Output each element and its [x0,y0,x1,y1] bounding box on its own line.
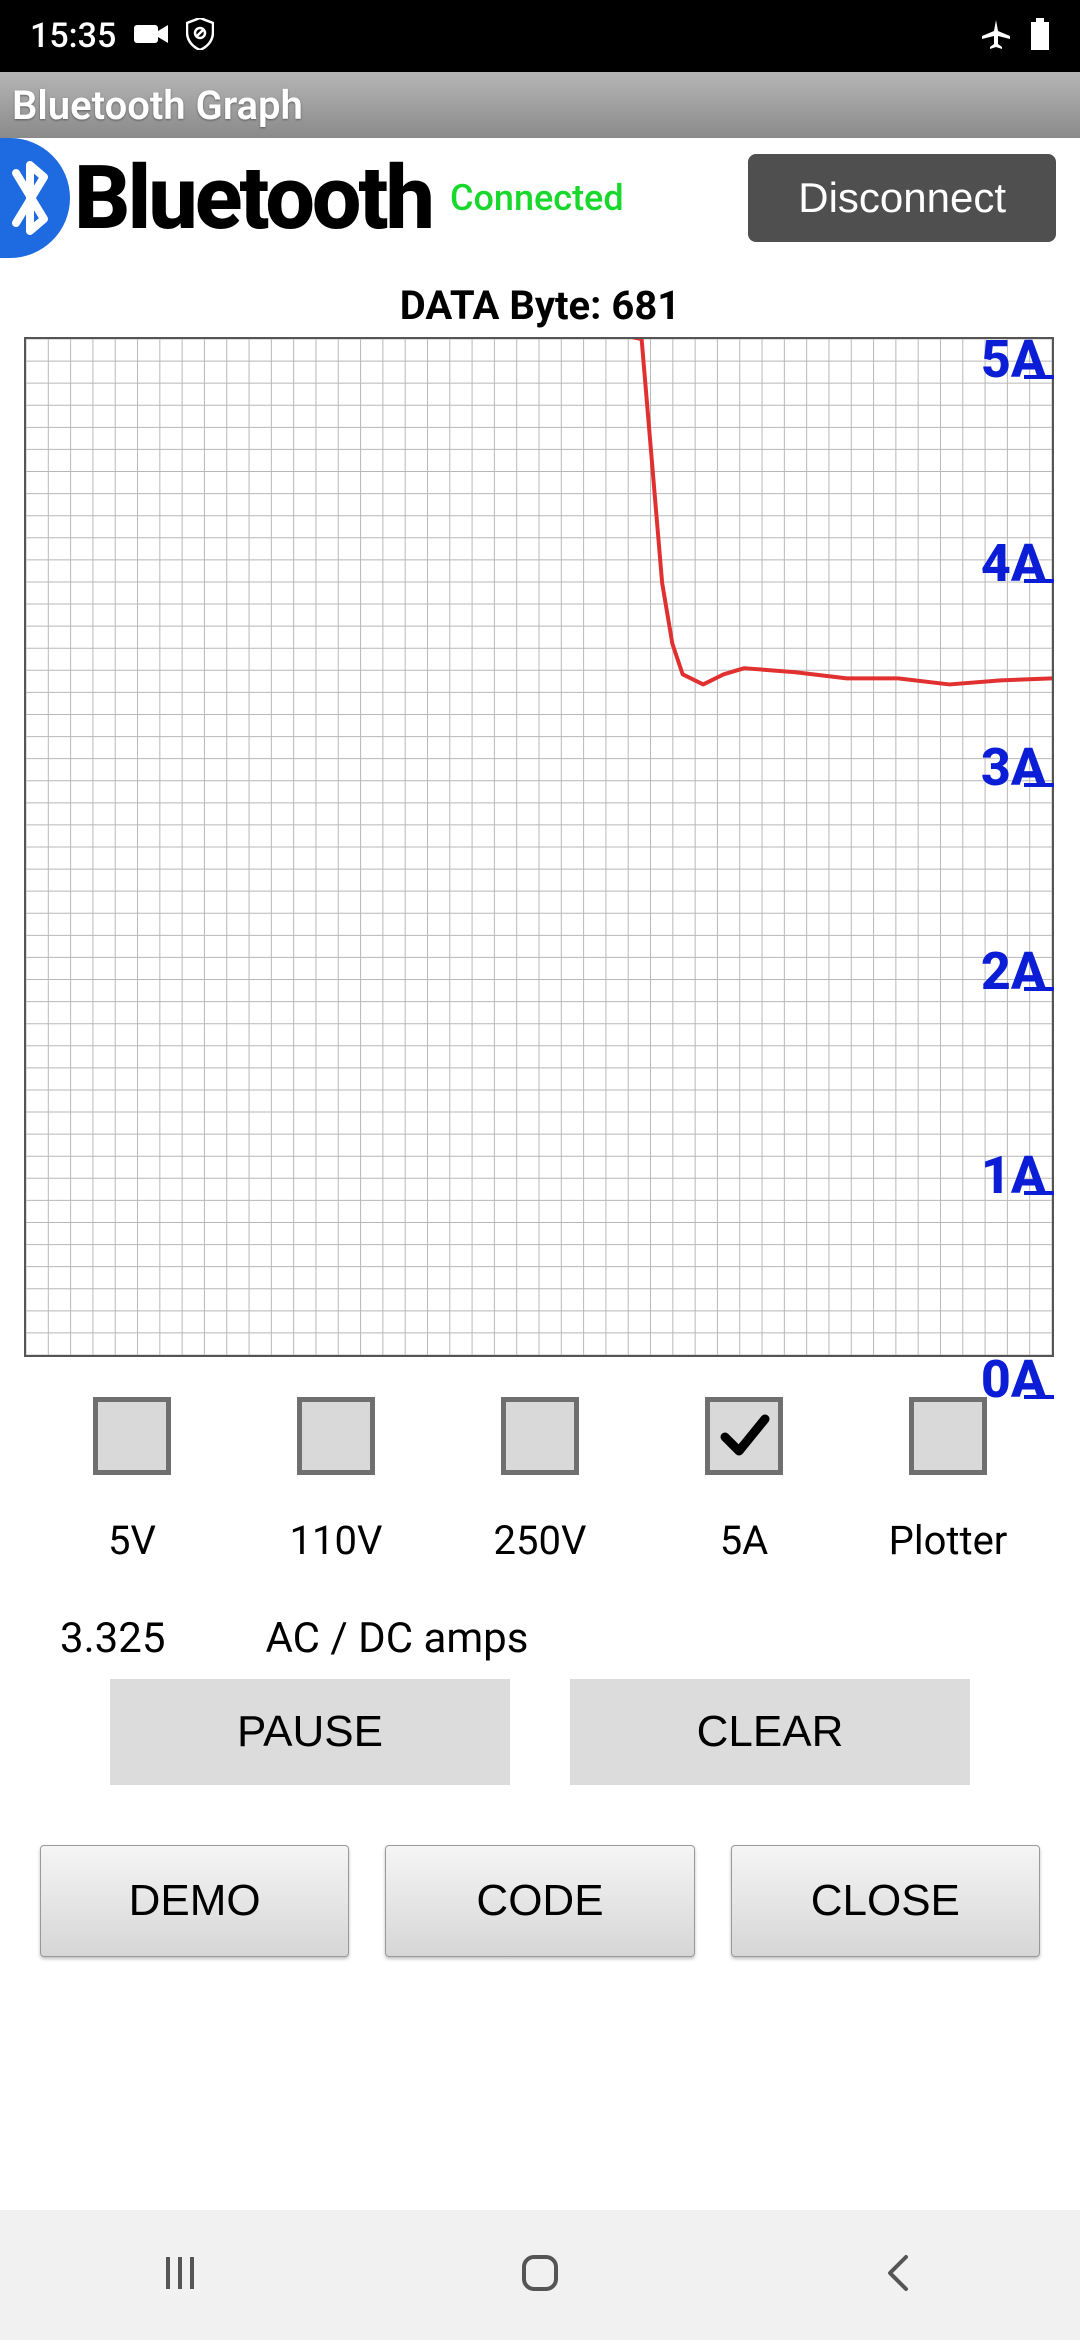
checkbox-110v[interactable] [297,1397,375,1475]
checkbox-label: 250V [494,1517,587,1564]
code-button[interactable]: CODE [385,1845,694,1957]
chart: 5A4A3A2A1A0A [24,337,1054,1357]
battery-icon [1030,18,1050,54]
checkbox-5a[interactable] [705,1397,783,1475]
airplane-icon [980,18,1012,54]
chart-ytick [1024,375,1054,379]
camera-icon [134,21,168,51]
chart-ytick [1024,1395,1054,1399]
bluetooth-logo: Bluetooth [0,138,432,258]
checkbox-label: 110V [290,1517,383,1564]
header: Bluetooth Connected Disconnect [0,138,1080,258]
chart-ylabel: 3A [981,737,1046,798]
back-icon[interactable] [876,2249,924,2301]
chart-ytick [1024,987,1054,991]
chart-ylabel: 5A [981,329,1046,390]
checkbox-250v[interactable] [501,1397,579,1475]
checkbox-item: 5V [42,1397,222,1564]
disconnect-button[interactable]: Disconnect [748,154,1056,242]
chart-ytick [1024,1191,1054,1195]
readout-unit: AC / DC amps [266,1614,529,1663]
checkbox-label: 5A [720,1517,769,1564]
button-row-primary: PAUSE CLEAR [0,1679,1080,1825]
checkbox-item: 110V [246,1397,426,1564]
android-nav-bar [0,2210,1080,2340]
bluetooth-icon [0,138,70,258]
app-title: Bluetooth Graph [12,82,303,129]
checkbox-row: 5V 110V 250V 5A Plotter [0,1357,1080,1584]
bluetooth-brand-text: Bluetooth [74,147,432,250]
chart-ylabel: 4A [981,533,1046,594]
home-icon[interactable] [516,2249,564,2301]
checkbox-label: Plotter [889,1517,1008,1564]
status-time: 15:35 [30,16,116,56]
pause-button[interactable]: PAUSE [110,1679,510,1785]
clear-button[interactable]: CLEAR [570,1679,970,1785]
button-row-secondary: DEMO CODE CLOSE [0,1825,1080,1977]
checkbox-item: 5A [654,1397,834,1564]
chart-trace [26,339,1052,1355]
chart-ylabel: 1A [981,1145,1046,1206]
close-button[interactable]: CLOSE [731,1845,1040,1957]
status-bar: 15:35 [0,0,1080,72]
checkbox-item: 250V [450,1397,630,1564]
chart-ytick [1024,579,1054,583]
data-byte-label: DATA Byte: 681 [0,258,1080,337]
demo-button[interactable]: DEMO [40,1845,349,1957]
recent-apps-icon[interactable] [156,2249,204,2301]
app-title-bar: Bluetooth Graph [0,72,1080,138]
checkbox-5v[interactable] [93,1397,171,1475]
checkbox-item: Plotter [858,1397,1038,1564]
checkbox-label: 5V [108,1517,156,1564]
readout-row: 3.325 AC / DC amps [0,1584,1080,1679]
connection-status: Connected [450,177,624,219]
shield-icon [186,18,214,54]
checkbox-plotter[interactable] [909,1397,987,1475]
chart-ylabel: 0A [981,1349,1046,1410]
readout-value: 3.325 [60,1614,166,1663]
chart-ylabel: 2A [981,941,1046,1002]
chart-ytick [1024,783,1054,787]
